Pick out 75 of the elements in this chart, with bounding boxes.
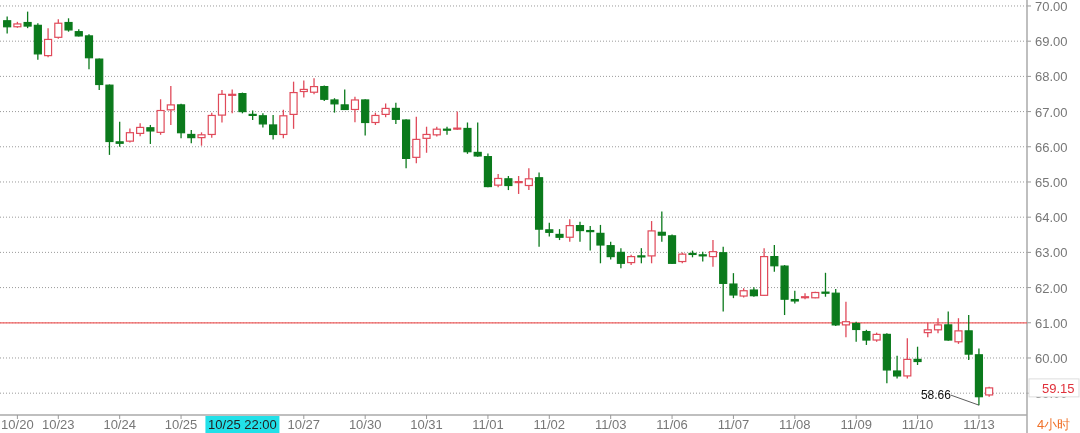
xtick: 10/23 bbox=[42, 417, 75, 432]
candlestick bbox=[269, 114, 278, 141]
candlestick bbox=[852, 321, 861, 343]
candlestick bbox=[657, 210, 666, 243]
xtick: 10/31 bbox=[410, 417, 443, 432]
candlestick bbox=[166, 85, 175, 126]
candlestick bbox=[903, 337, 912, 380]
candlestick bbox=[821, 272, 830, 298]
xtick: 11/01 bbox=[472, 417, 504, 432]
candlestick bbox=[412, 116, 421, 164]
candlestick bbox=[770, 244, 779, 273]
xtick: 11/09 bbox=[840, 417, 872, 432]
candlestick bbox=[575, 221, 585, 243]
candlestick bbox=[892, 355, 902, 380]
ytick: 62.00 bbox=[1035, 280, 1068, 296]
xtick: 11/08 bbox=[779, 417, 811, 432]
ytick: 61.00 bbox=[1035, 315, 1068, 331]
price-label: 59.15 bbox=[1042, 380, 1075, 396]
ytick: 68.00 bbox=[1035, 69, 1068, 85]
candlestick bbox=[565, 218, 574, 243]
candlestick bbox=[524, 167, 533, 191]
candlestick bbox=[361, 98, 370, 137]
candlestick bbox=[43, 27, 53, 59]
candlestick bbox=[586, 225, 595, 252]
xtick: 11/02 bbox=[533, 417, 566, 432]
ytick: 60.00 bbox=[1035, 351, 1068, 366]
ytick: 63.00 bbox=[1035, 245, 1068, 261]
candlestick bbox=[933, 317, 943, 334]
xtick: 11/06 bbox=[656, 417, 688, 432]
xtick: 11/13 bbox=[963, 417, 995, 432]
candlestick bbox=[708, 239, 718, 268]
candlestick bbox=[596, 224, 605, 264]
candlestick bbox=[350, 96, 360, 123]
candlestick bbox=[228, 88, 237, 114]
period-label: 4小时 bbox=[1037, 417, 1071, 432]
candlestick bbox=[217, 89, 227, 124]
xtick: 10/30 bbox=[348, 417, 382, 432]
xtick: 11/03 bbox=[594, 417, 627, 432]
candlestick bbox=[146, 124, 155, 145]
candlestick bbox=[279, 109, 288, 139]
candlestick bbox=[954, 317, 963, 345]
candlestick bbox=[442, 126, 452, 136]
candlestick bbox=[841, 301, 851, 338]
ytick: 64.00 bbox=[1035, 210, 1068, 226]
candlestick bbox=[964, 314, 973, 361]
xtick: 10/24 bbox=[103, 417, 136, 432]
candlestick bbox=[473, 121, 482, 158]
note: 58.66 bbox=[920, 388, 951, 403]
crosshair-label: 10/25 22:00 bbox=[208, 417, 277, 432]
candlestick bbox=[54, 18, 63, 40]
candlestick bbox=[391, 102, 400, 125]
ytick: 65.00 bbox=[1035, 175, 1068, 190]
xtick: 10/27 bbox=[287, 417, 321, 432]
ytick: 69.00 bbox=[1035, 34, 1068, 50]
candlestick bbox=[463, 121, 472, 155]
ytick: 70.00 bbox=[1035, 0, 1068, 14]
candlestick bbox=[156, 98, 165, 136]
candlestick bbox=[207, 111, 216, 139]
candlestick bbox=[729, 272, 738, 299]
candlestick bbox=[616, 247, 626, 269]
candlestick bbox=[800, 292, 810, 300]
ytick: 67.00 bbox=[1035, 104, 1068, 120]
candlestick bbox=[340, 88, 349, 111]
candlestick bbox=[944, 310, 953, 342]
candlestick bbox=[453, 110, 462, 131]
candlestick bbox=[422, 126, 431, 154]
xtick: 11/10 bbox=[901, 417, 934, 432]
xtick: 10/20 bbox=[1, 417, 34, 432]
ytick: 66.00 bbox=[1035, 139, 1068, 155]
candlestick bbox=[115, 121, 124, 148]
candlestick bbox=[289, 81, 298, 130]
xtick: 10/25 bbox=[164, 417, 198, 432]
candlestick bbox=[913, 346, 922, 366]
xtick: 11/07 bbox=[717, 417, 750, 432]
candlestick bbox=[84, 33, 94, 70]
